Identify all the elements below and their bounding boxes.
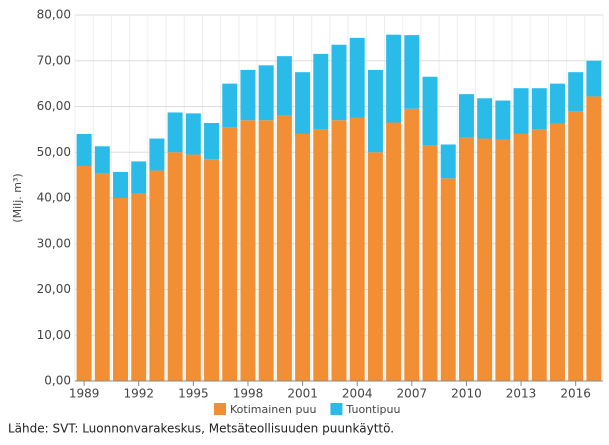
bar-segment [295, 72, 311, 134]
bar-segment [349, 117, 365, 381]
x-tick-label: 2001 [287, 387, 318, 401]
bar-segment [258, 65, 274, 121]
bar-segment [477, 138, 493, 381]
bar-segment [367, 152, 383, 381]
bar-segment [313, 53, 329, 130]
bar-segment [495, 139, 511, 381]
bar-segment [549, 83, 565, 124]
x-tick-label: 2004 [342, 387, 373, 401]
bar-segment [440, 178, 456, 381]
y-tick-label: 20,00 [37, 282, 71, 296]
y-tick-label: 70,00 [37, 53, 71, 67]
bar-segment [149, 138, 165, 171]
bar-segment [149, 170, 165, 381]
x-tick-label: 2016 [560, 387, 591, 401]
x-tick-label: 2010 [451, 387, 482, 401]
bar-segment [76, 165, 92, 381]
bar-segment [94, 146, 110, 174]
bar-segment [331, 44, 347, 121]
bar-segment [76, 133, 92, 166]
legend-label: Tuontipuu [345, 403, 400, 416]
bar-segment [258, 120, 274, 381]
bar-segment [331, 120, 347, 381]
bar-segment [477, 98, 493, 139]
bar-segment [113, 198, 129, 381]
source: Lähde: SVT: Luonnonvarakeskus, Metsäteol… [8, 422, 394, 436]
y-axis-label: (Milj. m³) [11, 173, 24, 222]
legend-label: Kotimainen puu [230, 403, 316, 416]
bar-segment [386, 122, 402, 381]
x-tick-label: 2013 [506, 387, 537, 401]
y-tick-label: 40,00 [37, 191, 71, 205]
x-tick-label: 2007 [397, 387, 428, 401]
bar-segment [549, 123, 565, 381]
bar-segment [204, 159, 220, 381]
bar-segment [222, 127, 238, 382]
bar-segment [586, 96, 602, 381]
legend-swatch [214, 403, 226, 415]
y-tick-label: 0,00 [44, 374, 71, 388]
x-tick-label: 1989 [69, 387, 100, 401]
legend-swatch [330, 403, 343, 415]
x-tick-label: 1998 [233, 387, 264, 401]
bar-segment [568, 72, 584, 112]
bar-segment [367, 69, 383, 153]
bar-segment [185, 154, 201, 381]
bar-segment [422, 145, 438, 381]
bar-segment [276, 115, 292, 382]
bar-segment [240, 69, 256, 121]
y-tick-label: 50,00 [37, 145, 71, 159]
y-tick-label: 60,00 [37, 99, 71, 113]
y-tick-label: 30,00 [37, 236, 71, 250]
bar-segment [349, 37, 365, 118]
bar-segment [458, 137, 474, 381]
bar-segment [113, 171, 129, 198]
x-tick-label: 1992 [123, 387, 154, 401]
bar-segment [185, 113, 201, 155]
bar-segment [276, 56, 292, 116]
bar-segment [495, 100, 511, 140]
bar-segment [422, 76, 438, 146]
bar-segment [222, 83, 238, 128]
bar-segment [404, 35, 420, 109]
bar-segment [131, 193, 147, 381]
bar-segment [240, 120, 256, 381]
bar-segment [458, 94, 474, 138]
bar-segment [204, 122, 220, 160]
bar-segment [386, 34, 402, 123]
y-tick-label: 80,00 [37, 8, 71, 22]
x-tick-label: 1995 [178, 387, 209, 401]
bar-segment [167, 152, 183, 381]
bar-segment [295, 133, 311, 381]
y-tick-label: 10,00 [37, 328, 71, 342]
bar-segment [94, 173, 110, 381]
bar-segment [586, 60, 602, 97]
bar-segment [531, 129, 547, 381]
bar-segment [167, 112, 183, 153]
bar-segment [513, 88, 529, 134]
bar-segment [568, 111, 584, 381]
bar-segment [313, 129, 329, 381]
bar-segment [131, 161, 147, 194]
bar-segment [404, 108, 420, 381]
bar-segment [513, 133, 529, 381]
bar-segment [531, 88, 547, 130]
bar-segment [440, 144, 456, 179]
